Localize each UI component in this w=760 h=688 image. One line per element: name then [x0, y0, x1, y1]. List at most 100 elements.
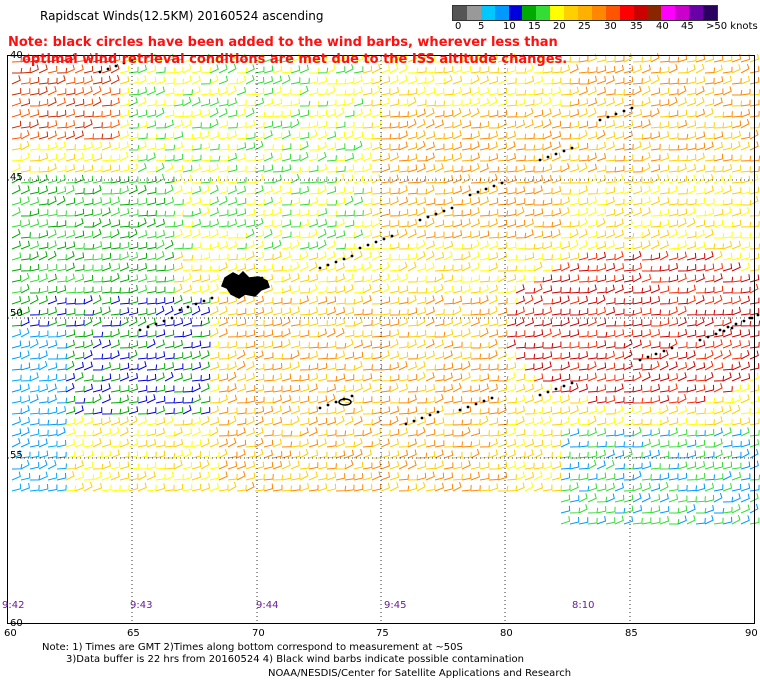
wind-barb	[686, 374, 697, 382]
wind-barb	[506, 372, 516, 382]
contamination-dot	[538, 158, 542, 162]
wind-barb	[65, 64, 75, 74]
wind-barb	[641, 397, 652, 404]
wind-barb	[65, 177, 77, 184]
wind-barb	[641, 64, 651, 74]
wind-barb	[20, 67, 31, 74]
wind-barb	[686, 450, 697, 459]
wind-barb	[470, 384, 481, 393]
wind-barb	[20, 121, 31, 129]
wind-barb	[317, 198, 328, 206]
wind-barb	[65, 210, 77, 217]
wind-barb	[290, 415, 300, 426]
wind-barb	[560, 144, 571, 151]
wind-barb	[155, 107, 165, 118]
wind-barb	[632, 441, 644, 448]
wind-barb	[326, 440, 337, 448]
wind-barb	[578, 473, 589, 481]
wind-barb	[434, 231, 445, 239]
wind-barb	[614, 463, 625, 470]
wind-barb	[38, 64, 48, 74]
wind-barb	[614, 89, 625, 96]
contamination-dot	[492, 184, 496, 188]
wind-barb	[56, 131, 67, 140]
wind-barb	[668, 56, 680, 63]
wind-barb	[92, 133, 104, 140]
wind-barb	[155, 66, 166, 74]
wind-barb	[137, 96, 147, 107]
wind-barb	[137, 121, 148, 129]
wind-barb	[452, 152, 462, 162]
contamination-dot	[428, 413, 432, 417]
wind-barb	[686, 419, 697, 426]
wind-barb	[245, 460, 256, 470]
wind-barb	[686, 217, 696, 228]
wind-barb	[731, 471, 742, 481]
wind-barb	[731, 441, 742, 448]
wind-barb	[425, 471, 435, 481]
wind-barb	[317, 386, 329, 393]
wind-barb	[632, 56, 644, 63]
wind-barb	[101, 207, 111, 217]
wind-barb	[434, 394, 444, 404]
wind-barb	[371, 374, 382, 382]
wind-barb	[380, 56, 391, 63]
wind-barb	[686, 163, 697, 173]
wind-barb	[533, 341, 544, 349]
colorbar-swatch	[508, 6, 523, 20]
wind-barb	[281, 164, 292, 173]
wind-barb	[83, 350, 93, 360]
wind-barb	[290, 173, 300, 184]
wind-barb	[308, 219, 319, 228]
wind-barb	[641, 507, 653, 514]
wind-barb	[38, 185, 48, 195]
wind-barb	[272, 307, 283, 316]
wind-barb	[677, 54, 688, 63]
wind-barb	[542, 361, 552, 371]
contamination-dot	[404, 422, 408, 426]
wind-barb	[227, 331, 239, 338]
wind-barb	[452, 285, 463, 294]
wind-barb	[641, 493, 651, 503]
wind-barb	[497, 394, 507, 404]
wind-barb	[362, 319, 373, 327]
wind-barb	[20, 451, 31, 459]
wind-barb	[578, 120, 589, 129]
wind-barb	[236, 252, 247, 261]
wind-barb	[254, 66, 265, 74]
wind-barb	[470, 439, 481, 448]
wind-barb	[119, 274, 130, 283]
wind-barb	[632, 262, 642, 272]
wind-barb	[308, 406, 319, 415]
wind-barb	[128, 228, 138, 239]
wind-barb	[236, 263, 247, 272]
wind-barb	[704, 474, 715, 481]
wind-barb	[227, 197, 238, 206]
wind-barb	[641, 152, 651, 162]
wind-barb	[434, 67, 445, 74]
contamination-dot	[326, 403, 330, 407]
wind-barb	[200, 383, 210, 393]
wind-barb	[713, 396, 724, 404]
wind-barb	[470, 297, 481, 305]
wind-barb	[677, 163, 687, 173]
wind-barb	[533, 295, 543, 305]
wind-barb	[164, 274, 175, 283]
wind-barb	[227, 461, 238, 470]
wind-barb	[74, 196, 85, 206]
wind-barb	[605, 176, 616, 184]
wind-barb	[407, 438, 417, 448]
wind-barb	[263, 253, 274, 261]
wind-barb	[497, 231, 508, 239]
wind-barb	[407, 483, 418, 492]
wind-barb	[623, 185, 633, 195]
wind-barb	[632, 133, 644, 140]
wind-barb	[119, 416, 129, 426]
wind-barb	[101, 450, 112, 459]
wind-barb	[641, 473, 652, 481]
wind-barb	[56, 109, 67, 118]
wind-barb	[605, 473, 616, 481]
wind-barb	[29, 319, 40, 327]
wind-barb	[506, 153, 517, 162]
wind-barb	[92, 276, 104, 283]
